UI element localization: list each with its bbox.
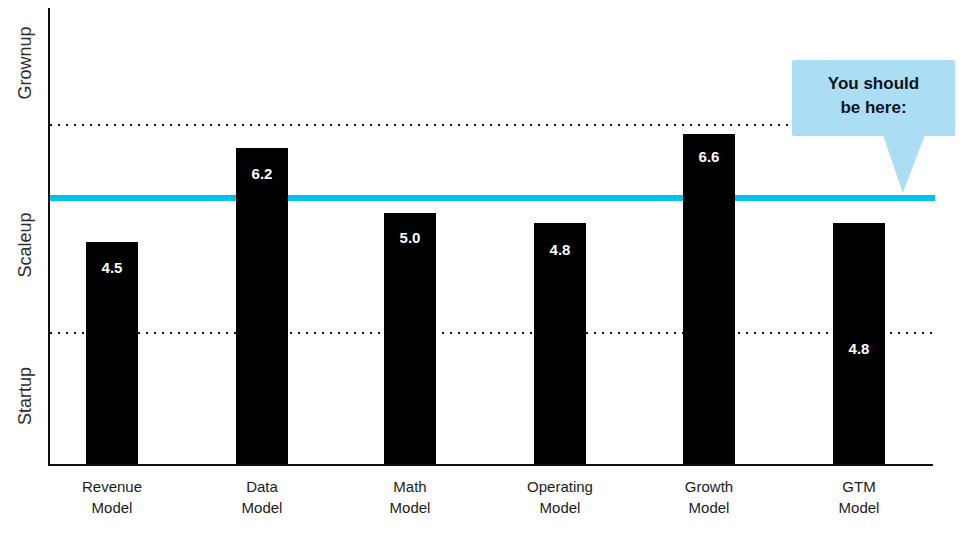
x-axis-category-label: Data Model — [192, 476, 332, 518]
bar: 6.6 — [683, 134, 735, 464]
bar-value-label: 4.5 — [86, 258, 138, 278]
bar-chart: Grownup Scaleup Startup 4.5 Revenue Model… — [0, 0, 960, 540]
bar-value-label: 4.8 — [534, 240, 586, 260]
bar: 4.8 — [833, 223, 885, 464]
y-axis-label-startup: Startup — [13, 331, 37, 461]
gridline-upper — [50, 124, 790, 126]
x-axis-category-label: Revenue Model — [42, 476, 182, 518]
bar: 5.0 — [384, 213, 436, 464]
target-line — [50, 195, 935, 201]
x-axis-line — [48, 464, 933, 466]
y-axis-label-grownup: Grownup — [13, 0, 37, 128]
bar-value-label: 6.6 — [683, 147, 735, 167]
y-axis-line — [48, 8, 50, 466]
bar-value-label: 5.0 — [384, 228, 436, 248]
x-axis-category-label: Operating Model — [490, 476, 630, 518]
callout-text: You should be here: — [792, 60, 955, 120]
bar: 4.5 — [86, 242, 138, 464]
bar-value-label: 6.2 — [236, 164, 288, 184]
callout-tail-icon — [883, 135, 925, 193]
bar: 6.2 — [236, 148, 288, 464]
bar: 4.8 — [534, 223, 586, 464]
x-axis-category-label: Growth Model — [639, 476, 779, 518]
x-axis-category-label: Math Model — [340, 476, 480, 518]
y-axis-label-scaleup: Scaleup — [13, 180, 37, 310]
callout-bubble: You should be here: — [792, 60, 955, 136]
gridline-lower — [50, 332, 933, 334]
x-axis-category-label: GTM Model — [789, 476, 929, 518]
bar-value-label: 4.8 — [833, 339, 885, 359]
